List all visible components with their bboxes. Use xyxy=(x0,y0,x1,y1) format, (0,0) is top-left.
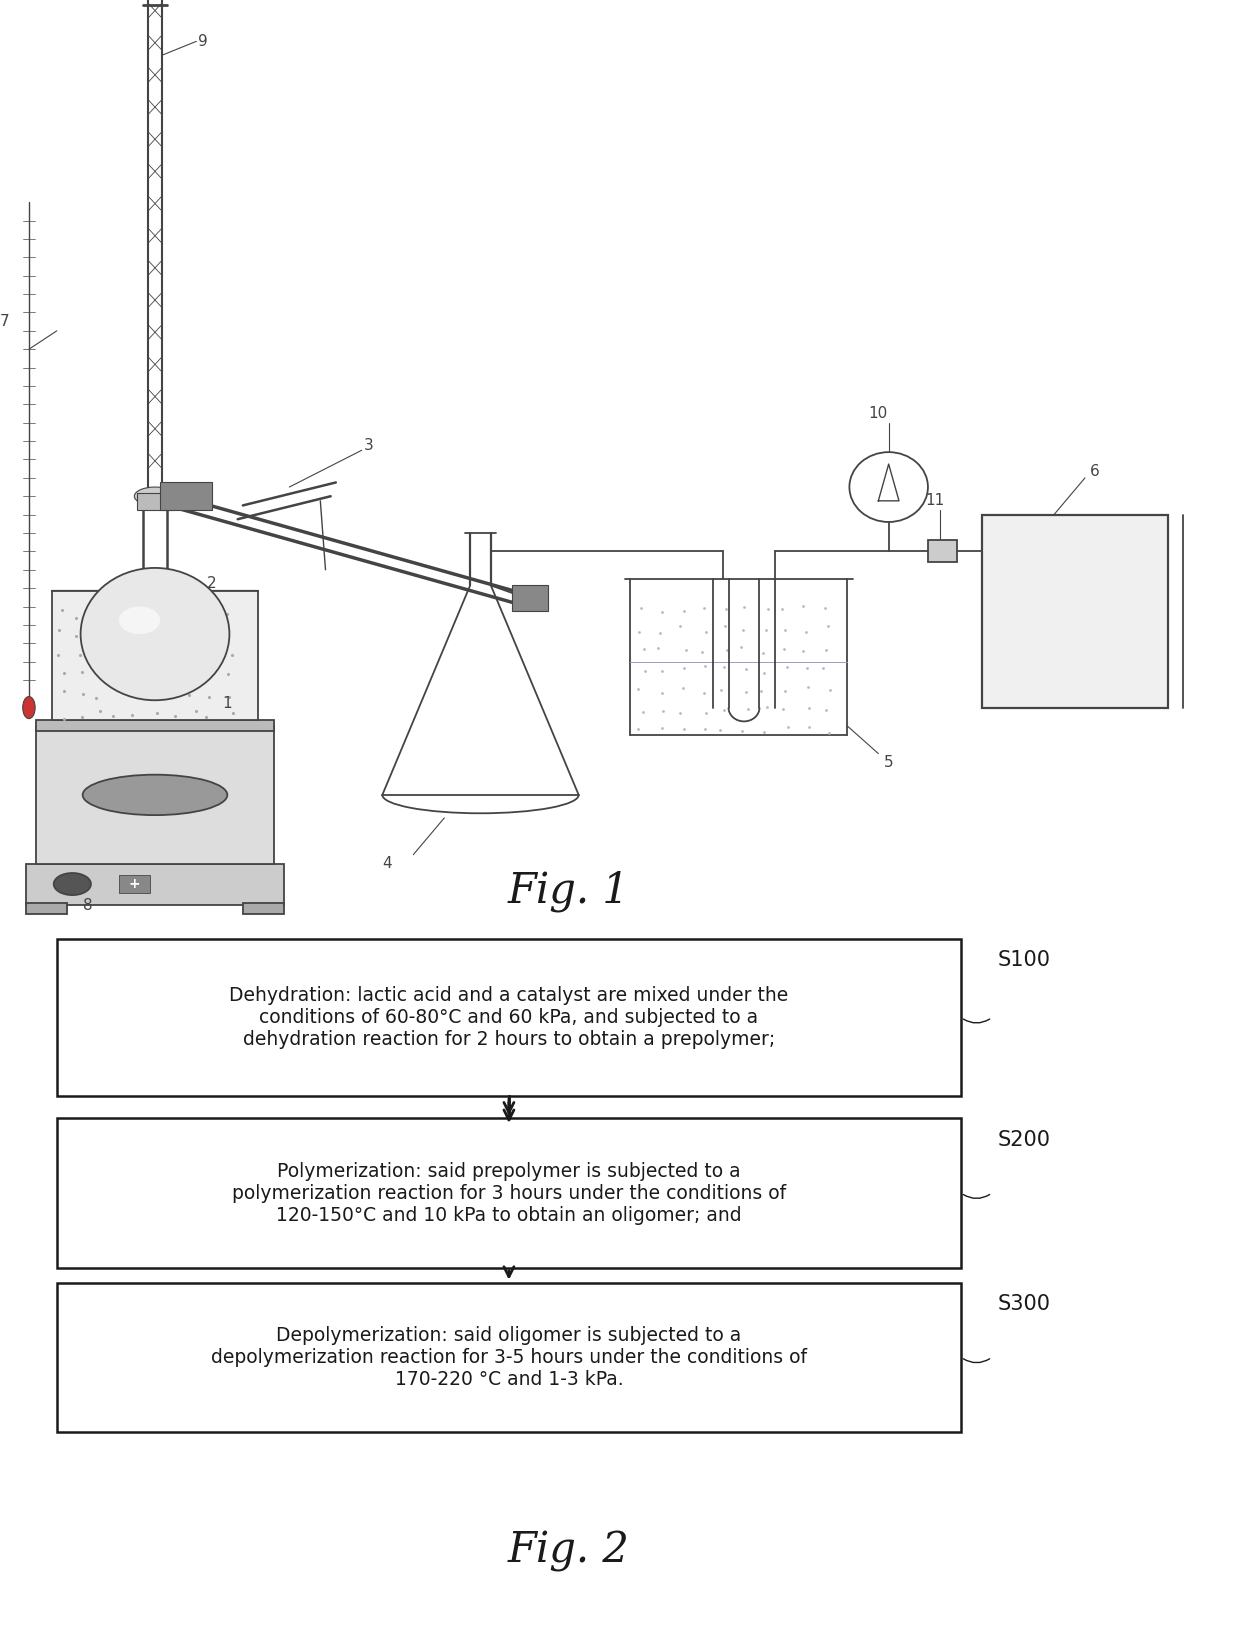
FancyArrowPatch shape xyxy=(963,1359,990,1362)
Ellipse shape xyxy=(849,453,928,522)
Text: 6: 6 xyxy=(1090,464,1100,479)
Bar xyxy=(52,591,258,719)
Bar xyxy=(36,725,274,863)
Text: Depolymerization: said oligomer is subjected to a
depolymerization reaction for : Depolymerization: said oligomer is subje… xyxy=(211,1326,807,1388)
Text: 1: 1 xyxy=(222,696,232,711)
FancyBboxPatch shape xyxy=(57,1283,961,1433)
Text: S100: S100 xyxy=(997,950,1050,970)
Bar xyxy=(243,903,284,914)
Ellipse shape xyxy=(22,696,35,719)
FancyBboxPatch shape xyxy=(57,1119,961,1267)
Ellipse shape xyxy=(81,568,229,701)
Bar xyxy=(928,540,957,563)
Bar xyxy=(160,482,212,510)
FancyArrowPatch shape xyxy=(963,1195,990,1198)
Text: +: + xyxy=(129,876,140,891)
Text: Fig. 1: Fig. 1 xyxy=(507,870,629,912)
Bar xyxy=(36,719,274,730)
Bar xyxy=(511,586,548,610)
Text: 2: 2 xyxy=(207,576,217,591)
Text: 3: 3 xyxy=(363,438,373,453)
Bar xyxy=(26,863,284,906)
Ellipse shape xyxy=(134,487,176,505)
Bar xyxy=(119,875,150,893)
Text: 7: 7 xyxy=(0,313,10,330)
Bar xyxy=(26,903,67,914)
FancyBboxPatch shape xyxy=(57,939,961,1096)
Text: 9: 9 xyxy=(198,34,208,49)
Bar xyxy=(982,515,1168,707)
Ellipse shape xyxy=(83,775,227,816)
Text: 8: 8 xyxy=(83,898,93,912)
Text: 10: 10 xyxy=(868,405,888,422)
Text: S200: S200 xyxy=(997,1129,1050,1150)
Text: Fig. 2: Fig. 2 xyxy=(507,1531,629,1572)
Bar xyxy=(138,494,172,510)
Text: 11: 11 xyxy=(925,494,944,509)
Text: 4: 4 xyxy=(382,857,392,871)
Text: 5: 5 xyxy=(883,755,893,770)
Text: Polymerization: said prepolymer is subjected to a
polymerization reaction for 3 : Polymerization: said prepolymer is subje… xyxy=(232,1162,786,1224)
FancyArrowPatch shape xyxy=(963,1019,990,1022)
Text: Dehydration: lactic acid and a catalyst are mixed under the
conditions of 60-80°: Dehydration: lactic acid and a catalyst … xyxy=(229,986,789,1049)
Ellipse shape xyxy=(119,607,160,633)
Text: S300: S300 xyxy=(997,1293,1050,1314)
Ellipse shape xyxy=(53,873,91,894)
